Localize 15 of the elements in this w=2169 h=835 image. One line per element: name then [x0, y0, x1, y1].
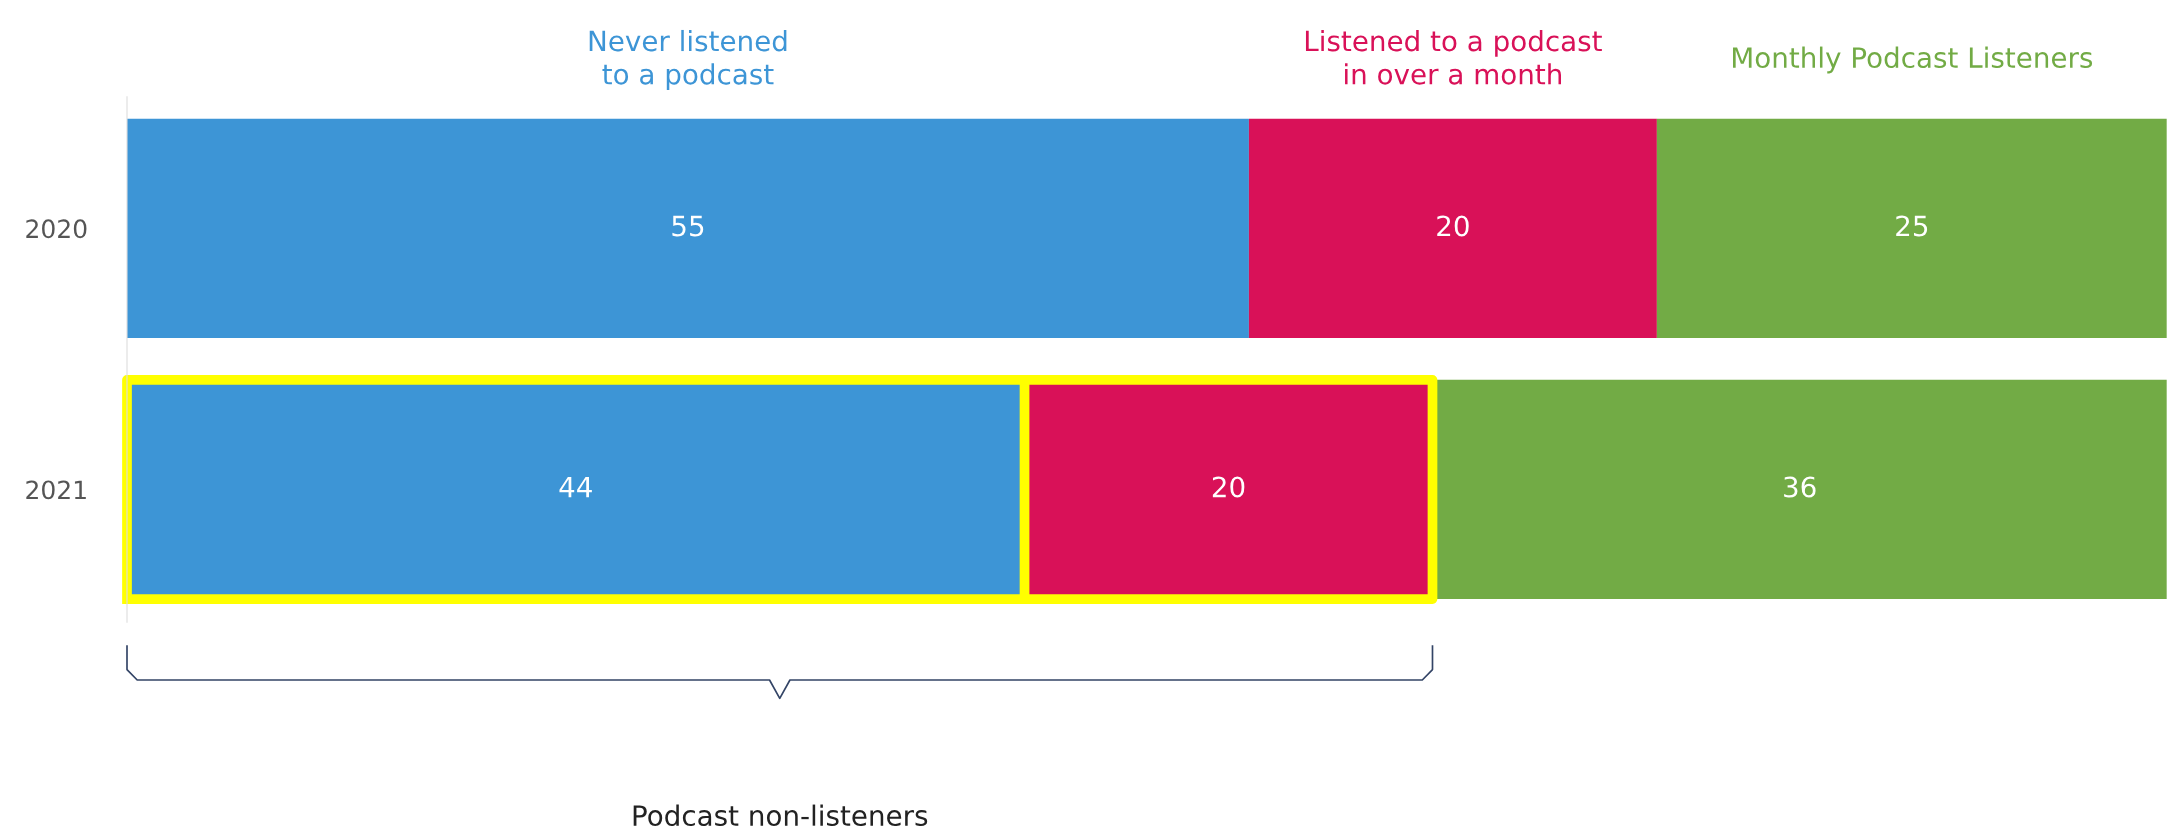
data-label: 44	[559, 476, 592, 498]
series-label: Never listened to a podcast	[589, 29, 787, 91]
y-tick-label: 2020	[26, 219, 87, 239]
data-label: 20	[1212, 476, 1245, 498]
series-label: Listened to a podcast in over a month	[1305, 29, 1602, 85]
y-tick-label: 2021	[26, 480, 86, 500]
bar	[127, 118, 1249, 339]
data-label: 55	[672, 215, 704, 237]
data-label: 36	[1784, 476, 1816, 498]
data-label: 20	[1437, 215, 1469, 237]
bar	[1656, 118, 2167, 339]
text: Podcast non-listeners	[633, 804, 928, 827]
bar	[1248, 118, 1657, 339]
data-label: 25	[1896, 215, 1928, 237]
series-label: Monthly Podcast Listeners	[1733, 46, 2093, 74]
